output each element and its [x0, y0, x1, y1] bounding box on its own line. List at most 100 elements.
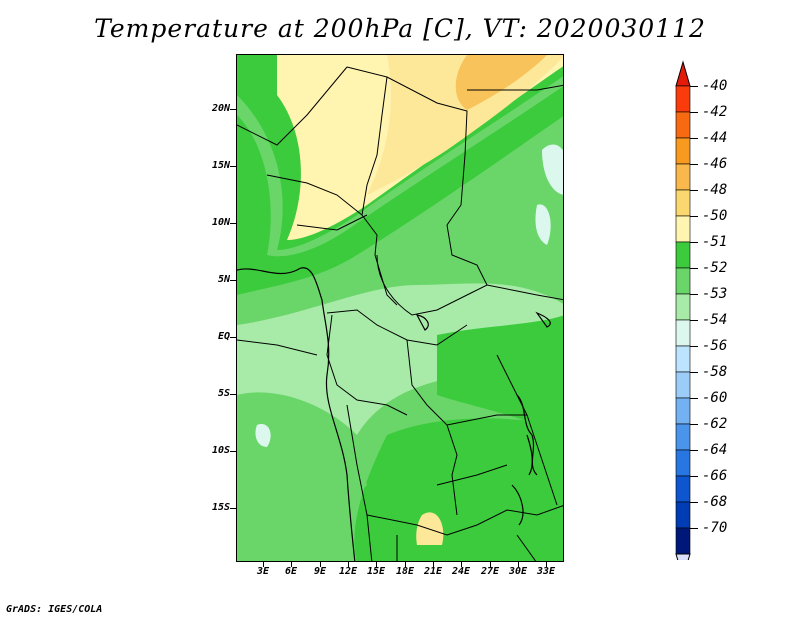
xlabel-3e: 3E — [256, 566, 270, 577]
colorbar-tick — [690, 320, 698, 321]
colorbar-swatch — [675, 241, 691, 269]
xtick-12e — [348, 562, 349, 567]
colorbar-swatch — [675, 371, 691, 399]
ytick-10s — [230, 451, 236, 452]
colorbar-swatch — [675, 423, 691, 451]
colorbar-label: -60 — [702, 390, 728, 406]
field-minus54-e — [535, 204, 551, 245]
credit-text: GrADS: IGES/COLA — [6, 604, 103, 615]
xlabel-6e: 6E — [284, 566, 298, 577]
colorbar-tick — [690, 424, 698, 425]
colorbar-tick — [690, 138, 698, 139]
colorbar-label: -40 — [702, 78, 728, 94]
colorbar-swatch — [675, 345, 691, 373]
xlabel-24e: 24E — [451, 566, 471, 577]
colorbar-swatch — [675, 527, 691, 555]
xlabel-27e: 27E — [480, 566, 500, 577]
colorbar-tick — [690, 528, 698, 529]
colorbar-tick — [690, 112, 698, 113]
colorbar-tick — [690, 268, 698, 269]
colorbar-top-arrow — [675, 60, 691, 87]
colorbar-swatch — [675, 475, 691, 503]
ylabel-5n: 5N — [217, 274, 230, 285]
xlabel-30e: 30E — [508, 566, 528, 577]
xlabel-12e: 12E — [338, 566, 358, 577]
colorbar-label: -42 — [702, 104, 728, 120]
colorbar-tick — [690, 476, 698, 477]
ylabel-15s: 15S — [211, 502, 230, 513]
xtick-21e — [433, 562, 434, 567]
field-minus54-w — [255, 424, 271, 447]
xlabel-18e: 18E — [395, 566, 415, 577]
field-minus51-southeast — [354, 418, 563, 561]
ylabel-10s: 10S — [211, 445, 230, 456]
ylabel-5s: 5S — [217, 388, 230, 399]
xlabel-33e: 33E — [536, 566, 556, 577]
xtick-33e — [546, 562, 547, 567]
colorbar-label: -44 — [702, 130, 728, 146]
colorbar-label: -66 — [702, 468, 728, 484]
colorbar-tick — [690, 450, 698, 451]
colorbar-tick — [690, 216, 698, 217]
colorbar-swatch — [675, 215, 691, 243]
colorbar-tick — [690, 164, 698, 165]
colorbar — [675, 60, 691, 560]
colorbar-tick — [690, 242, 698, 243]
colorbar-swatch — [675, 85, 691, 113]
field-minus54-ne — [542, 144, 563, 195]
colorbar-bottom-arrow — [675, 553, 691, 560]
colorbar-swatch — [675, 267, 691, 295]
colorbar-label: -48 — [702, 182, 728, 198]
xtick-6e — [291, 562, 292, 567]
xtick-9e — [320, 562, 321, 567]
colorbar-swatch — [675, 449, 691, 477]
xtick-15e — [376, 562, 377, 567]
colorbar-label: -56 — [702, 338, 728, 354]
ylabel-eq: EQ — [217, 331, 230, 342]
colorbar-label: -70 — [702, 520, 728, 536]
colorbar-tick — [690, 346, 698, 347]
colorbar-tick — [690, 502, 698, 503]
field-minus53-west — [237, 303, 347, 385]
colorbar-label: -50 — [702, 208, 728, 224]
colorbar-label: -53 — [702, 286, 728, 302]
colorbar-swatch — [675, 319, 691, 347]
ytick-5s — [230, 394, 236, 395]
ytick-5n — [230, 280, 236, 281]
xtick-27e — [490, 562, 491, 567]
xtick-3e — [263, 562, 264, 567]
colorbar-label: -51 — [702, 234, 728, 250]
ytick-15s — [230, 508, 236, 509]
xtick-30e — [518, 562, 519, 567]
colorbar-swatch — [675, 163, 691, 191]
xtick-18e — [405, 562, 406, 567]
ytick-10n — [230, 223, 236, 224]
colorbar-swatch — [675, 189, 691, 217]
colorbar-tick — [690, 86, 698, 87]
colorbar-tick — [690, 398, 698, 399]
ylabel-15n: 15N — [211, 160, 230, 171]
xlabel-15e: 15E — [366, 566, 386, 577]
plot-title: Temperature at 200hPa [C], VT: 202003011… — [94, 14, 706, 43]
field-minus51-east — [437, 315, 563, 435]
temperature-map — [236, 54, 564, 562]
colorbar-label: -64 — [702, 442, 728, 458]
ytick-eq — [230, 337, 236, 338]
coastlines — [237, 267, 551, 561]
colorbar-label: -58 — [702, 364, 728, 380]
colorbar-swatch — [675, 293, 691, 321]
colorbar-label: -46 — [702, 156, 728, 172]
field-minus48-patch — [455, 55, 547, 110]
colorbar-swatch — [675, 137, 691, 165]
colorbar-tick — [690, 190, 698, 191]
colorbar-tick — [690, 294, 698, 295]
ytick-15n — [230, 166, 236, 167]
colorbar-label: -68 — [702, 494, 728, 510]
country-borders — [237, 66, 563, 561]
ytick-20n — [230, 109, 236, 110]
xlabel-9e: 9E — [313, 566, 327, 577]
colorbar-tick — [690, 372, 698, 373]
field-minus52-patch — [297, 442, 367, 500]
field-minus49-south — [416, 512, 444, 545]
colorbar-swatch — [675, 111, 691, 139]
